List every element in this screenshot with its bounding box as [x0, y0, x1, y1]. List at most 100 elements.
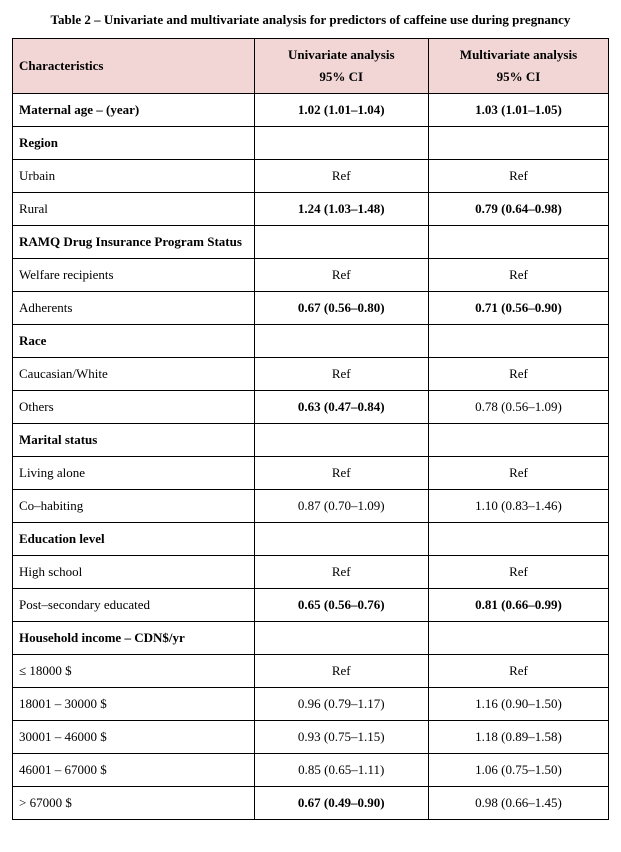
table-row: ≤ 18000 $RefRef [13, 655, 609, 688]
cell-univariate [254, 622, 428, 655]
table-row: Household income – CDN$/yr [13, 622, 609, 655]
table-row: Caucasian/WhiteRefRef [13, 358, 609, 391]
cell-multivariate [428, 127, 608, 160]
cell-characteristic: Race [13, 325, 255, 358]
cell-univariate: Ref [254, 655, 428, 688]
header-uni-top: Univariate analysis [288, 47, 395, 62]
cell-univariate: 0.67 (0.56–0.80) [254, 292, 428, 325]
table-body: Maternal age – (year)1.02 (1.01–1.04)1.0… [13, 94, 609, 820]
cell-characteristic: Rural [13, 193, 255, 226]
cell-univariate [254, 325, 428, 358]
table-row: High schoolRefRef [13, 556, 609, 589]
cell-characteristic: 46001 – 67000 $ [13, 754, 255, 787]
cell-characteristic: > 67000 $ [13, 787, 255, 820]
table-row: 46001 – 67000 $0.85 (0.65–1.11)1.06 (0.7… [13, 754, 609, 787]
table-row: Rural1.24 (1.03–1.48)0.79 (0.64–0.98) [13, 193, 609, 226]
cell-univariate: Ref [254, 160, 428, 193]
table-row: Marital status [13, 424, 609, 457]
cell-characteristic: Adherents [13, 292, 255, 325]
cell-characteristic: Maternal age – (year) [13, 94, 255, 127]
cell-univariate [254, 424, 428, 457]
cell-multivariate: 0.79 (0.64–0.98) [428, 193, 608, 226]
header-characteristics: Characteristics [13, 39, 255, 94]
table-row: RAMQ Drug Insurance Program Status [13, 226, 609, 259]
table-row: Others0.63 (0.47–0.84)0.78 (0.56–1.09) [13, 391, 609, 424]
table-row: Race [13, 325, 609, 358]
cell-univariate [254, 226, 428, 259]
cell-multivariate: 1.06 (0.75–1.50) [428, 754, 608, 787]
cell-multivariate [428, 226, 608, 259]
cell-multivariate [428, 325, 608, 358]
cell-multivariate: Ref [428, 358, 608, 391]
cell-multivariate: Ref [428, 259, 608, 292]
header-multivariate: Multivariate analysis 95% CI [428, 39, 608, 94]
cell-univariate: Ref [254, 259, 428, 292]
cell-univariate [254, 523, 428, 556]
cell-multivariate: 0.98 (0.66–1.45) [428, 787, 608, 820]
cell-univariate: 0.85 (0.65–1.11) [254, 754, 428, 787]
cell-characteristic: Caucasian/White [13, 358, 255, 391]
cell-univariate: 0.96 (0.79–1.17) [254, 688, 428, 721]
cell-univariate: 0.63 (0.47–0.84) [254, 391, 428, 424]
cell-multivariate: Ref [428, 457, 608, 490]
table-row: > 67000 $0.67 (0.49–0.90)0.98 (0.66–1.45… [13, 787, 609, 820]
cell-multivariate [428, 424, 608, 457]
cell-univariate: 0.65 (0.56–0.76) [254, 589, 428, 622]
cell-univariate: 1.24 (1.03–1.48) [254, 193, 428, 226]
cell-univariate: 0.87 (0.70–1.09) [254, 490, 428, 523]
cell-characteristic: 18001 – 30000 $ [13, 688, 255, 721]
cell-characteristic: Household income – CDN$/yr [13, 622, 255, 655]
cell-multivariate: 0.71 (0.56–0.90) [428, 292, 608, 325]
table-row: Welfare recipientsRefRef [13, 259, 609, 292]
cell-characteristic: Welfare recipients [13, 259, 255, 292]
cell-univariate [254, 127, 428, 160]
cell-univariate: Ref [254, 457, 428, 490]
analysis-table: Characteristics Univariate analysis 95% … [12, 38, 609, 820]
cell-characteristic: Others [13, 391, 255, 424]
cell-multivariate: Ref [428, 655, 608, 688]
cell-univariate: 0.67 (0.49–0.90) [254, 787, 428, 820]
table-row: Maternal age – (year)1.02 (1.01–1.04)1.0… [13, 94, 609, 127]
cell-multivariate: 0.78 (0.56–1.09) [428, 391, 608, 424]
cell-characteristic: Urbain [13, 160, 255, 193]
cell-characteristic: ≤ 18000 $ [13, 655, 255, 688]
cell-multivariate: 1.18 (0.89–1.58) [428, 721, 608, 754]
header-univariate: Univariate analysis 95% CI [254, 39, 428, 94]
cell-univariate: 1.02 (1.01–1.04) [254, 94, 428, 127]
table-row: Region [13, 127, 609, 160]
cell-univariate: Ref [254, 556, 428, 589]
cell-characteristic: Co–habiting [13, 490, 255, 523]
cell-characteristic: Living alone [13, 457, 255, 490]
header-row: Characteristics Univariate analysis 95% … [13, 39, 609, 94]
cell-characteristic: High school [13, 556, 255, 589]
table-caption: Table 2 – Univariate and multivariate an… [12, 12, 609, 28]
cell-multivariate: 1.03 (1.01–1.05) [428, 94, 608, 127]
table-row: 18001 – 30000 $0.96 (0.79–1.17)1.16 (0.9… [13, 688, 609, 721]
header-mul-top: Multivariate analysis [460, 47, 577, 62]
cell-multivariate: Ref [428, 160, 608, 193]
cell-multivariate: 1.16 (0.90–1.50) [428, 688, 608, 721]
cell-multivariate [428, 523, 608, 556]
table-row: Education level [13, 523, 609, 556]
cell-multivariate: 1.10 (0.83–1.46) [428, 490, 608, 523]
cell-characteristic: Marital status [13, 424, 255, 457]
header-uni-sub: 95% CI [261, 69, 422, 85]
cell-univariate: 0.93 (0.75–1.15) [254, 721, 428, 754]
table-row: Living aloneRefRef [13, 457, 609, 490]
header-char-text: Characteristics [19, 58, 103, 73]
cell-characteristic: Region [13, 127, 255, 160]
table-row: 30001 – 46000 $0.93 (0.75–1.15)1.18 (0.8… [13, 721, 609, 754]
table-row: Co–habiting0.87 (0.70–1.09)1.10 (0.83–1.… [13, 490, 609, 523]
cell-characteristic: Post–secondary educated [13, 589, 255, 622]
cell-characteristic: RAMQ Drug Insurance Program Status [13, 226, 255, 259]
header-mul-sub: 95% CI [435, 69, 602, 85]
table-row: UrbainRefRef [13, 160, 609, 193]
table-row: Adherents0.67 (0.56–0.80)0.71 (0.56–0.90… [13, 292, 609, 325]
table-row: Post–secondary educated0.65 (0.56–0.76)0… [13, 589, 609, 622]
cell-multivariate: 0.81 (0.66–0.99) [428, 589, 608, 622]
cell-univariate: Ref [254, 358, 428, 391]
cell-characteristic: Education level [13, 523, 255, 556]
cell-multivariate: Ref [428, 556, 608, 589]
cell-characteristic: 30001 – 46000 $ [13, 721, 255, 754]
cell-multivariate [428, 622, 608, 655]
